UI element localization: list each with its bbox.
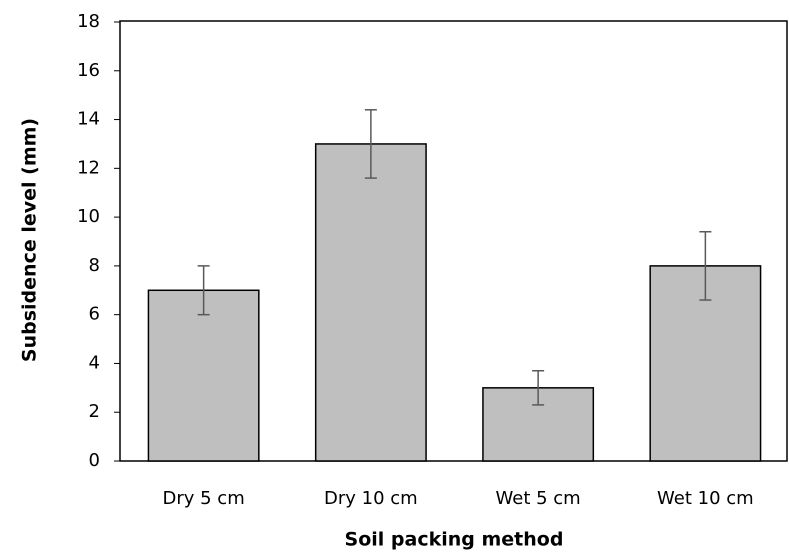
y-tick-label: 10 (77, 206, 100, 227)
bar (314, 143, 427, 462)
y-tick-label: 8 (89, 255, 100, 276)
y-tick-label: 0 (89, 450, 100, 471)
x-tick-label: Wet 5 cm (496, 488, 581, 509)
x-tick-label: Dry 5 cm (163, 488, 245, 509)
bar (147, 289, 260, 462)
y-tick-label: 12 (77, 157, 100, 178)
y-axis-label: Subsidence level (mm) (19, 118, 41, 362)
y-tick-label: 14 (77, 109, 100, 130)
x-tick-label: Wet 10 cm (657, 488, 754, 509)
x-axis-label: Soil packing method (345, 529, 564, 551)
y-tick-label: 4 (89, 352, 100, 373)
y-tick-label: 16 (77, 60, 100, 81)
x-tick-label: Dry 10 cm (324, 488, 418, 509)
y-tick-label: 18 (77, 11, 100, 32)
bar (649, 265, 762, 462)
plot-frame (119, 20, 788, 462)
y-tick-label: 2 (89, 401, 100, 422)
bar (482, 387, 595, 462)
y-tick-label: 6 (89, 304, 100, 325)
